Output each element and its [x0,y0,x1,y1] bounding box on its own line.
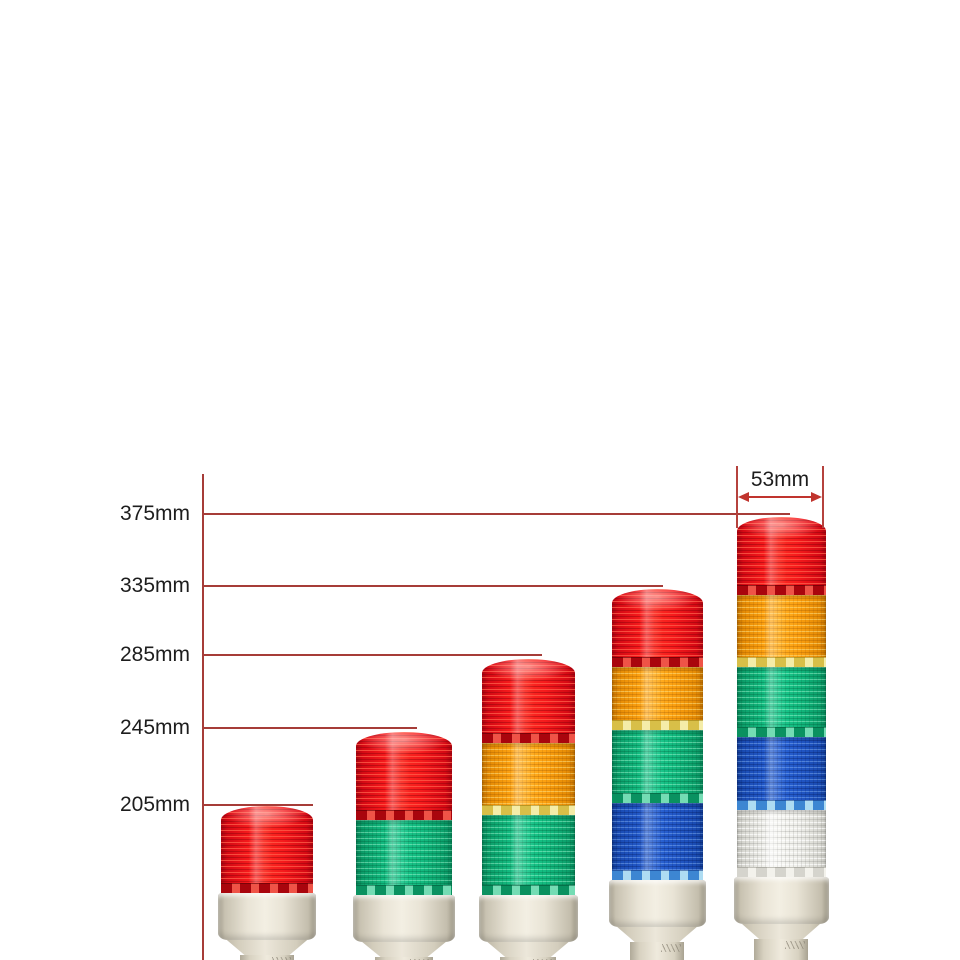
width-arrowhead-left-icon [738,492,749,502]
tower-335mm-lens-blue [611,803,703,880]
width-tick-left [736,466,738,528]
lens-joint-band [356,810,452,820]
tower-245mm-base [353,895,455,960]
base-cylinder [733,877,829,924]
tower-285mm-base [478,895,578,960]
lens-joint-band [221,883,313,893]
tower-375mm-lens-white [736,810,826,877]
base-cylinder [478,895,578,942]
tower-335mm-lens-orange [611,667,703,730]
dimension-line-285mm [203,654,542,656]
tower-335mm-lens-red [611,589,703,667]
tower-205mm [218,806,316,960]
base-shoulder [226,940,308,955]
width-arrowhead-right-icon [811,492,822,502]
tower-375mm-lens-red [736,517,826,595]
lens-joint-band [611,720,703,730]
base-cylinder [608,880,706,927]
tower-245mm-lens-green [356,820,452,895]
dimension-axis-line [202,474,204,960]
tower-205mm-lens-red [221,806,313,893]
lens-joint-band [736,585,826,595]
dimension-label-335mm: 335mm [119,574,190,597]
lens-joint-band [356,885,452,895]
dimension-label-245mm: 245mm [119,716,190,739]
base-shoulder [487,942,569,957]
base-shoulder [742,924,820,939]
tower-375mm-lens-green [736,667,826,737]
tower-205mm-base [218,893,316,960]
base-cylinder [218,893,316,940]
base-vent-slits [271,957,292,960]
tower-245mm [353,732,455,960]
tower-375mm [733,517,829,960]
tower-285mm-lens-orange [481,743,575,815]
base-vent-slits [661,944,682,952]
base-shoulder [362,942,446,957]
base-cylinder [353,895,455,942]
base-shoulder [617,927,697,942]
lens-joint-band [611,870,703,880]
base-stem [629,942,685,960]
dimension-label-375mm: 375mm [119,502,190,525]
lens-joint-band [736,800,826,810]
tower-335mm-base [608,880,706,960]
tower-335mm-lens-green [611,730,703,803]
tower-335mm [608,589,706,960]
tower-285mm-lens-green [481,815,575,895]
tower-375mm-lens-blue [736,737,826,810]
lens-joint-band [611,657,703,667]
base-stem [754,939,808,960]
tower-285mm [478,659,578,960]
lens-joint-band [481,733,575,743]
lens-joint-band [736,867,826,877]
base-stem [239,955,295,960]
tower-375mm-lens-orange [736,595,826,667]
dimension-line-245mm [203,727,417,729]
dimension-label-205mm: 205mm [119,793,190,816]
dimension-line-375mm [203,513,790,515]
tower-245mm-lens-red [356,732,452,820]
dimension-label-285mm: 285mm [119,643,190,666]
lens-joint-band [481,885,575,895]
width-tick-right [822,466,824,528]
lens-joint-band [736,727,826,737]
lens-joint-band [736,657,826,667]
lens-joint-band [611,793,703,803]
tower-285mm-lens-red [481,659,575,743]
width-arrow-line [748,496,812,498]
lens-joint-band [481,805,575,815]
width-label: 53mm [750,468,810,491]
tower-375mm-base [733,877,829,960]
base-vent-slits [785,941,806,949]
dimension-line-205mm [203,804,313,806]
dimension-line-335mm [203,585,663,587]
